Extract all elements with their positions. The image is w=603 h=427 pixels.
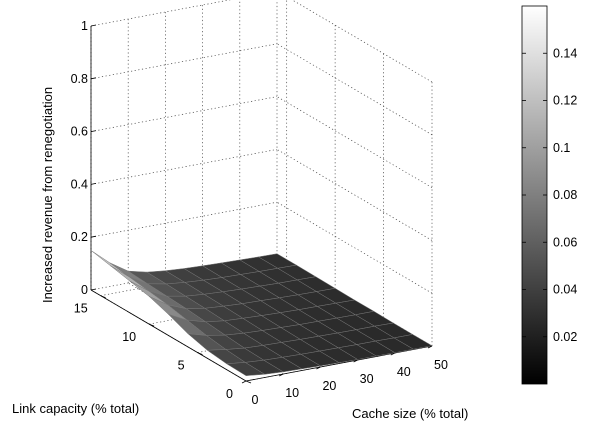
x-tick-mark [241,380,247,384]
z-tick-label: 0.8 [71,72,88,86]
grid-line [276,149,433,241]
z-tick-mark [90,288,97,291]
z-tick-mark [90,235,97,238]
y-tick-label: 10 [122,330,136,344]
y-axis-label: Link capacity (% total) [12,401,139,416]
y-tick-label: 15 [74,302,88,316]
x-tick-label: 0 [252,393,259,407]
z-tick-label: 0.4 [71,177,88,191]
y-tick-mark [197,352,203,355]
colorbar: 0.02 0.04 0.06 0.08 0.1 0.12 0.14 [521,5,577,385]
colorbar-tick-label: 0.14 [553,46,577,60]
x-tick-label: 50 [434,358,448,372]
x-tick-label: 20 [322,379,336,393]
y-tick-mark [245,380,252,384]
colorbar-tick-label: 0.06 [553,235,577,249]
axes-lines [90,26,433,382]
colorbar-tick-label: 0.1 [553,141,570,155]
z-tick-label: 0.2 [71,230,88,244]
z-tick-mark [90,77,97,80]
x-tick-mark [427,345,433,349]
grid-line [90,43,278,80]
z-axis-label: Increased revenue from renegotiation [40,87,55,303]
x-tick-mark [279,373,284,377]
x-tick-mark [353,359,358,363]
grid-line [276,201,433,294]
surface-patch [225,362,266,376]
x-tick-mark [316,366,321,370]
colorbar-tick-label: 0.04 [553,283,577,297]
y-tick-mark [148,323,155,327]
y-tick-label: 5 [178,359,185,373]
x-axis-label: Cache size (% total) [352,406,468,421]
colorbar-tick-label: 0.02 [553,330,577,344]
z-tick-label: 1 [81,19,88,33]
x-tick-label: 40 [397,365,411,379]
y-axis-line [90,289,247,382]
grid-line [90,96,278,132]
x-tick-label: 30 [360,372,374,386]
grid-line [90,0,232,27]
x-tick-label: 10 [285,386,299,400]
colorbar-tick-label: 0.08 [553,188,577,202]
colorbar-tick-label: 0.12 [553,94,577,108]
surface [90,250,433,376]
y-tick-label: 0 [226,387,233,401]
z-tick-mark [90,183,97,185]
z-tick-mark [90,130,97,132]
x-axis-line [245,345,433,382]
grid-line [276,96,433,188]
grid-line [90,149,278,185]
surface-patch [90,250,130,278]
z-tick-label: 0 [81,283,88,297]
grid-line [90,201,278,238]
y-tick-mark [100,295,106,299]
z-tick-label: 0.6 [71,125,88,139]
x-tick-mark [390,352,395,356]
colorbar-gradient [521,5,548,385]
grid-line [276,43,433,136]
grid-line [291,0,433,83]
z-tick-mark [90,24,97,27]
